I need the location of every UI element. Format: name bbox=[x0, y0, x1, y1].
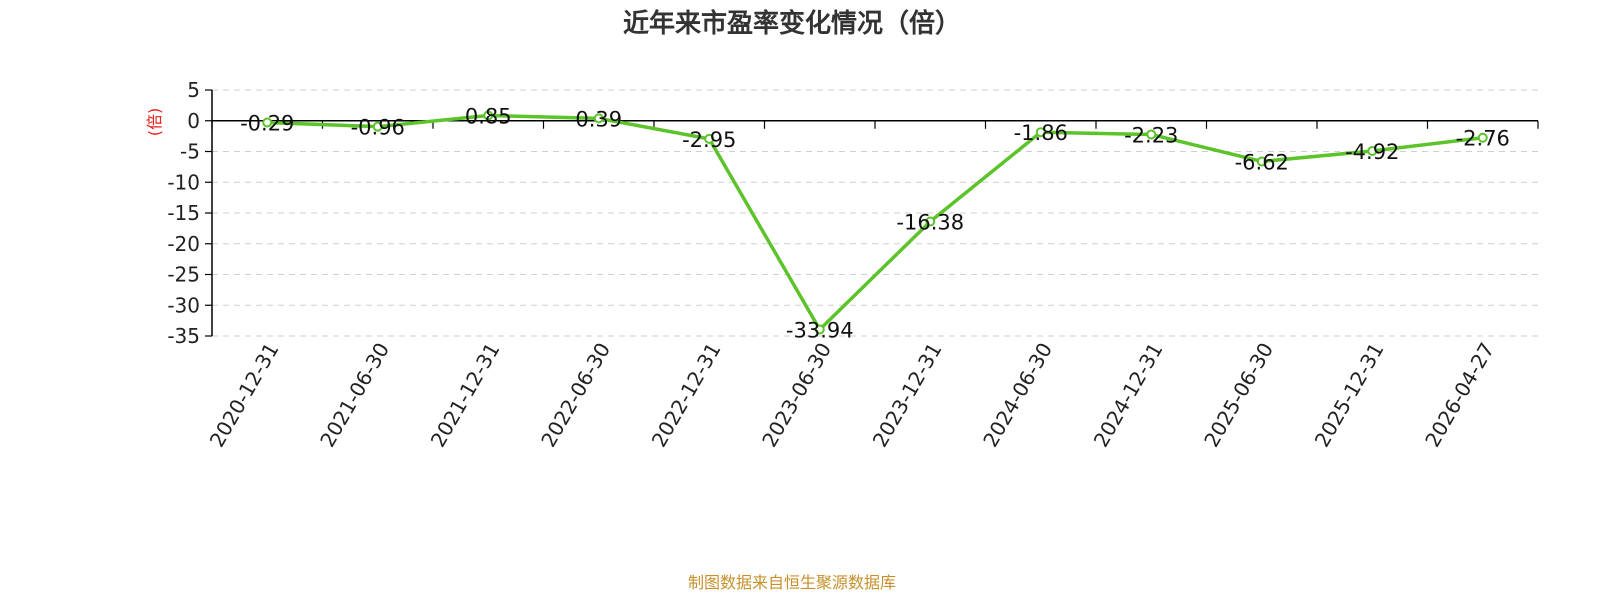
series-line-group bbox=[262, 110, 1488, 335]
data-label: -2.23 bbox=[1124, 123, 1178, 147]
x-tick-label: 2025-06-30 bbox=[1199, 339, 1278, 452]
y-tick-label: 5 bbox=[187, 78, 200, 102]
data-point bbox=[1146, 129, 1157, 140]
data-label: -33.94 bbox=[786, 318, 854, 342]
series-line bbox=[267, 113, 1483, 332]
data-point bbox=[925, 216, 936, 227]
data-label: -16.38 bbox=[896, 210, 964, 234]
x-tick-label: 2026-04-27 bbox=[1420, 339, 1499, 452]
data-label: -2.76 bbox=[1456, 127, 1510, 151]
data-point bbox=[262, 117, 273, 128]
y-tick-label: -20 bbox=[167, 232, 200, 256]
x-tick-label: 2024-12-31 bbox=[1089, 339, 1168, 452]
y-axis-ticks: 5 0 -5 -10 -15 -20 -25 -30 -35 bbox=[167, 78, 212, 348]
x-tick-label: 2024-06-30 bbox=[978, 339, 1057, 452]
x-tick-label: 2020-12-31 bbox=[205, 339, 284, 452]
y-tick-label: -30 bbox=[167, 293, 200, 317]
y-axis-label: (倍) bbox=[145, 108, 164, 137]
data-source-note: 制图数据来自恒生聚源数据库 bbox=[688, 573, 896, 592]
data-point bbox=[1477, 132, 1488, 143]
y-tick-label: 0 bbox=[187, 109, 200, 133]
data-label: -6.62 bbox=[1235, 150, 1289, 174]
data-point bbox=[593, 113, 604, 124]
data-label: -4.92 bbox=[1345, 140, 1399, 164]
x-tick-label: 2021-12-31 bbox=[426, 339, 505, 452]
data-point bbox=[372, 121, 383, 132]
y-tick-label: -10 bbox=[167, 170, 200, 194]
data-label: 0.39 bbox=[575, 107, 622, 131]
data-label: -2.95 bbox=[682, 128, 736, 152]
data-point bbox=[1256, 156, 1267, 167]
data-label: 0.85 bbox=[465, 105, 512, 129]
x-tick-label: 2023-06-30 bbox=[757, 339, 836, 452]
y-tick-label: -35 bbox=[167, 324, 200, 348]
chart-title: 近年来市盈率变化情况（倍） bbox=[623, 8, 961, 39]
data-label: -0.96 bbox=[351, 116, 405, 140]
data-point bbox=[704, 133, 715, 144]
data-point bbox=[1035, 127, 1046, 138]
x-tick-label: 2022-12-31 bbox=[647, 339, 726, 452]
data-point bbox=[483, 110, 494, 121]
x-tick-label: 2025-12-31 bbox=[1310, 339, 1389, 452]
y-tick-label: -25 bbox=[167, 263, 200, 287]
y-tick-label: -15 bbox=[167, 201, 200, 225]
data-label: -0.29 bbox=[240, 112, 294, 136]
y-tick-label: -5 bbox=[180, 140, 200, 164]
data-label: -1.86 bbox=[1014, 121, 1068, 145]
x-tick-label: 2023-12-31 bbox=[868, 339, 947, 452]
x-tick-label: 2022-06-30 bbox=[536, 339, 615, 452]
data-point bbox=[1367, 146, 1378, 157]
x-tick-label: 2021-06-30 bbox=[315, 339, 394, 452]
data-labels: -0.29 -0.96 0.85 0.39 -2.95 -33.94 -16.38 -1.86… bbox=[240, 105, 1510, 343]
x-axis-ticks: 2020-12-31 2021-06-30 2021-12-31 2022-06-30… bbox=[205, 339, 1499, 452]
data-point bbox=[814, 324, 825, 335]
